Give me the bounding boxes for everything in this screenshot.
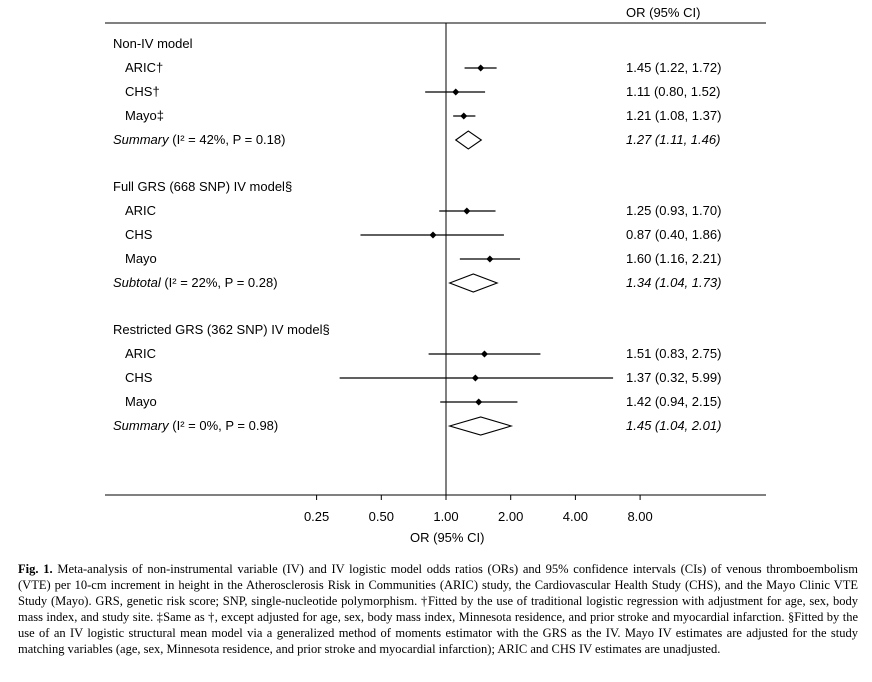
group-title: Full GRS (668 SNP) IV model§: [113, 179, 293, 194]
x-tick-label: 0.25: [304, 509, 329, 524]
study-label: ARIC†: [125, 60, 164, 75]
study-estimate: 1.11 (0.80, 1.52): [626, 84, 721, 99]
point-estimate: [480, 350, 488, 358]
study-estimate: 1.60 (1.16, 2.21): [626, 251, 722, 266]
point-estimate: [463, 207, 471, 215]
point-estimate: [460, 112, 468, 120]
forest-marks: [339, 64, 614, 436]
x-tick-label: 2.00: [498, 509, 523, 524]
summary-stat: (I² = 22%, P = 0.28): [164, 275, 278, 290]
x-tick-label: 1.00: [433, 509, 458, 524]
study-estimate: 1.21 (1.08, 1.37): [626, 108, 722, 123]
study-label: Mayo: [125, 251, 157, 266]
group-title: Non-IV model: [113, 36, 193, 51]
column-header: OR (95% CI): [626, 5, 701, 20]
summary-stat: (I² = 42%, P = 0.18): [172, 132, 286, 147]
point-estimate: [486, 255, 494, 263]
summary-label: Summary: [113, 132, 169, 147]
study-label: CHS: [125, 370, 153, 385]
summary-estimate: 1.34 (1.04, 1.73): [626, 275, 722, 290]
point-estimate: [429, 231, 437, 239]
summary-diamond: [447, 416, 514, 436]
forest-plot: 0.25 0.50 1.00 2.00 4.00 8.00: [105, 22, 766, 524]
x-tick-label: 0.50: [369, 509, 394, 524]
summary-label: Summary: [113, 418, 169, 433]
study-estimate: 1.42 (0.94, 2.15): [626, 394, 722, 409]
x-tick-label: 8.00: [627, 509, 652, 524]
caption-label: Fig. 1.: [18, 562, 53, 576]
study-label: ARIC: [125, 346, 157, 361]
study-label: ARIC: [125, 203, 157, 218]
point-estimate: [452, 88, 460, 96]
study-label: Mayo: [125, 394, 157, 409]
study-estimate: 0.87 (0.40, 1.86): [626, 227, 722, 242]
study-label: CHS: [125, 227, 153, 242]
summary-row-label: Summary (I² = 42%, P = 0.18): [113, 132, 285, 148]
study-estimate: 1.37 (0.32, 5.99): [626, 370, 722, 385]
study-estimate: 1.45 (1.22, 1.72): [626, 60, 722, 75]
summary-row-label: Summary (I² = 0%, P = 0.98): [113, 418, 278, 434]
point-estimate: [477, 64, 485, 72]
study-estimate: 1.51 (0.83, 2.75): [626, 346, 722, 361]
summary-estimate: 1.27 (1.11, 1.46): [626, 132, 721, 147]
summary-stat: (I² = 0%, P = 0.98): [172, 418, 279, 433]
x-axis-ticks: 0.25 0.50 1.00 2.00 4.00 8.00: [304, 495, 653, 524]
summary-diamond: [448, 273, 499, 293]
x-tick-label: 4.00: [563, 509, 588, 524]
summary-label: Subtotal: [113, 275, 161, 290]
x-axis-label: OR (95% CI): [410, 530, 485, 545]
point-estimate: [471, 374, 479, 382]
study-estimate: 1.25 (0.93, 1.70): [626, 203, 722, 218]
study-label: CHS†: [125, 84, 160, 99]
group-title: Restricted GRS (362 SNP) IV model§: [113, 322, 330, 337]
point-estimate: [475, 398, 483, 406]
summary-row-label: Subtotal (I² = 22%, P = 0.28): [113, 275, 278, 291]
figure-caption: Fig. 1. Meta-analysis of non-instrumenta…: [18, 561, 858, 657]
study-label: Mayo‡: [125, 108, 165, 123]
summary-diamond: [454, 130, 483, 150]
caption-text: Meta-analysis of non-instrumental variab…: [18, 562, 858, 656]
summary-estimate: 1.45 (1.04, 2.01): [626, 418, 722, 433]
